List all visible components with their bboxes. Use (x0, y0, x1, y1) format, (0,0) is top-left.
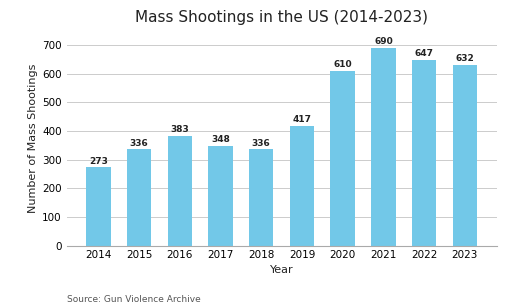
Title: Mass Shootings in the US (2014-2023): Mass Shootings in the US (2014-2023) (135, 10, 428, 25)
Text: 647: 647 (415, 49, 434, 59)
Bar (249, 149, 273, 246)
Bar (330, 71, 355, 246)
Bar (412, 60, 436, 246)
Text: 336: 336 (130, 138, 148, 148)
Text: Source: Gun Violence Archive: Source: Gun Violence Archive (67, 295, 200, 304)
Bar (453, 64, 477, 246)
Bar (208, 146, 233, 246)
Text: 336: 336 (252, 138, 271, 148)
Text: 690: 690 (374, 37, 393, 46)
Y-axis label: Number of Mass Shootings: Number of Mass Shootings (28, 64, 38, 213)
Bar (167, 136, 192, 246)
Bar (86, 167, 111, 246)
X-axis label: Year: Year (270, 265, 293, 275)
Text: 610: 610 (333, 60, 352, 69)
Bar (371, 48, 396, 246)
Bar (290, 126, 314, 246)
Text: 383: 383 (170, 125, 189, 134)
Text: 417: 417 (292, 115, 311, 124)
Text: 632: 632 (456, 54, 474, 63)
Text: 348: 348 (211, 135, 230, 144)
Bar (127, 149, 151, 246)
Text: 273: 273 (89, 157, 108, 166)
